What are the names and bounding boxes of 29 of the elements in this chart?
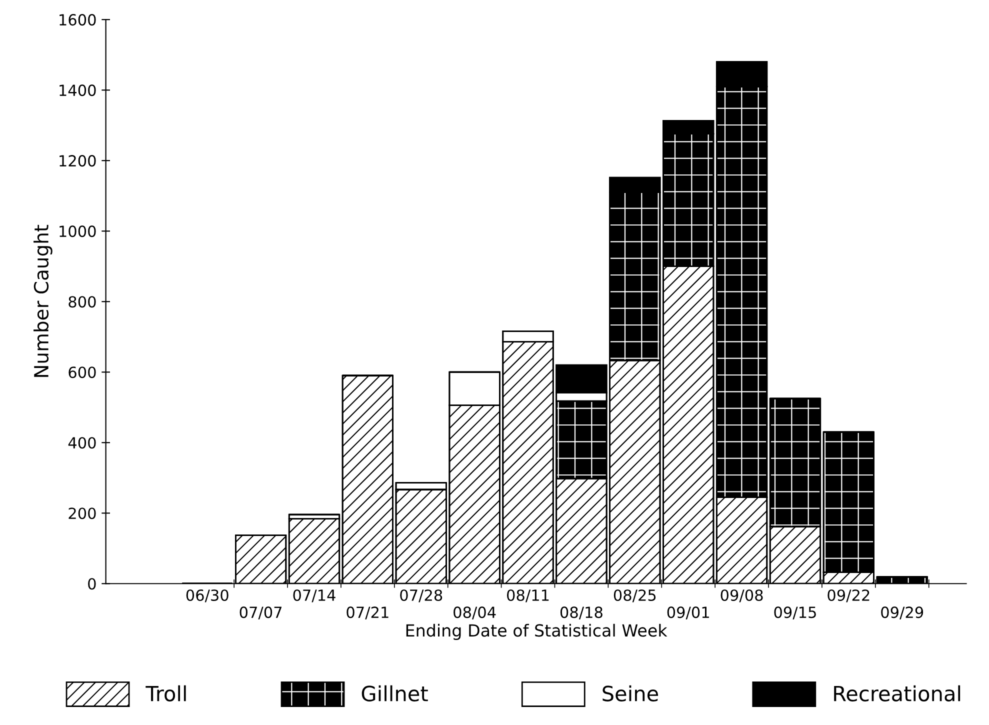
x-tick-label: 09/22: [828, 589, 870, 602]
x-tick-label: 08/04: [454, 606, 496, 620]
x-tick-label: 08/11: [507, 589, 549, 602]
x-tick-label: 07/14: [293, 589, 336, 602]
legend-label: Seine: [602, 685, 658, 702]
x-tick-label: 07/21: [346, 606, 388, 620]
x-tick-label: 09/01: [667, 606, 709, 620]
y-tick-label: 1000: [60, 226, 96, 238]
legend-label: Recreational: [834, 685, 960, 702]
y-tick-label: 1400: [60, 84, 96, 96]
y-tick-label: 0: [88, 578, 96, 590]
y-tick-label: 1200: [60, 155, 96, 167]
y-tick-label: 200: [68, 508, 96, 520]
x-tick-label: 07/28: [400, 589, 442, 602]
legend-label: Troll: [146, 685, 186, 702]
x-tick-label: 09/29: [881, 606, 924, 620]
x-tick-label: 07/07: [240, 606, 282, 620]
x-tick-label: 08/18: [560, 606, 602, 620]
y-tick-label: 1600: [60, 14, 96, 26]
x-tick-label: 09/08: [720, 589, 763, 602]
x-tick-label: 06/30: [186, 589, 228, 602]
y-tick-label: 800: [68, 296, 96, 308]
y-tick-label: 400: [68, 437, 96, 449]
x-axis-title: Ending Date of Statistical Week: [406, 624, 668, 640]
x-tick-label: 08/25: [614, 589, 656, 602]
x-tick-label: 09/15: [774, 606, 816, 620]
y-tick-label: 600: [68, 366, 96, 378]
y-axis-title: Number Caught: [34, 224, 52, 377]
legend-label: Gillnet: [362, 685, 428, 702]
